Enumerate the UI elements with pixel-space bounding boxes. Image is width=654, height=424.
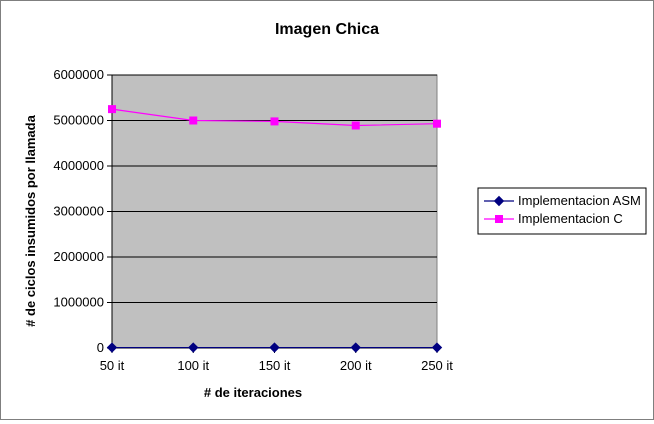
data-point-s0-3 <box>350 342 361 353</box>
y-tick-label-3: 3000000 <box>53 204 104 219</box>
x-tick-label-4: 250 it <box>421 358 453 373</box>
data-point-s1-4 <box>433 119 441 128</box>
x-axis-title: # de iteraciones <box>204 385 302 400</box>
legend-box <box>477 187 647 235</box>
legend-label-1: Implementacion C <box>518 211 623 226</box>
y-tick-label-2: 2000000 <box>53 249 104 264</box>
data-point-s1-2 <box>270 117 279 126</box>
legend-label-0: Implementacion ASM <box>518 193 641 208</box>
x-tick-label-2: 150 it <box>259 358 291 373</box>
y-tick-label-6: 6000000 <box>53 67 104 82</box>
data-point-s1-3 <box>351 121 360 130</box>
y-tick-label-4: 4000000 <box>53 158 104 173</box>
chart-title: Imagen Chica <box>275 21 379 38</box>
y-axis-title: # de ciclos insumidos por llamada <box>23 114 38 326</box>
data-point-s0-0 <box>106 342 118 353</box>
data-point-s0-4 <box>431 342 443 353</box>
y-tick-label-1: 1000000 <box>53 295 104 310</box>
x-tick-label-0: 50 it <box>100 358 125 373</box>
data-point-s0-2 <box>269 342 280 353</box>
legend: Implementacion ASM Implementacion C <box>477 187 647 235</box>
data-point-s1-0 <box>108 105 116 114</box>
data-point-s1-1 <box>189 116 198 125</box>
y-tick-label-0: 0 <box>97 340 104 355</box>
y-tick-label-5: 5000000 <box>53 113 104 128</box>
data-point-s0-1 <box>188 342 199 353</box>
x-tick-label-3: 200 it <box>340 358 372 373</box>
series-lines <box>106 105 443 353</box>
legend-marker-1 <box>495 215 503 223</box>
x-tick-label-1: 100 it <box>177 358 209 373</box>
legend-marker-0 <box>493 195 505 207</box>
